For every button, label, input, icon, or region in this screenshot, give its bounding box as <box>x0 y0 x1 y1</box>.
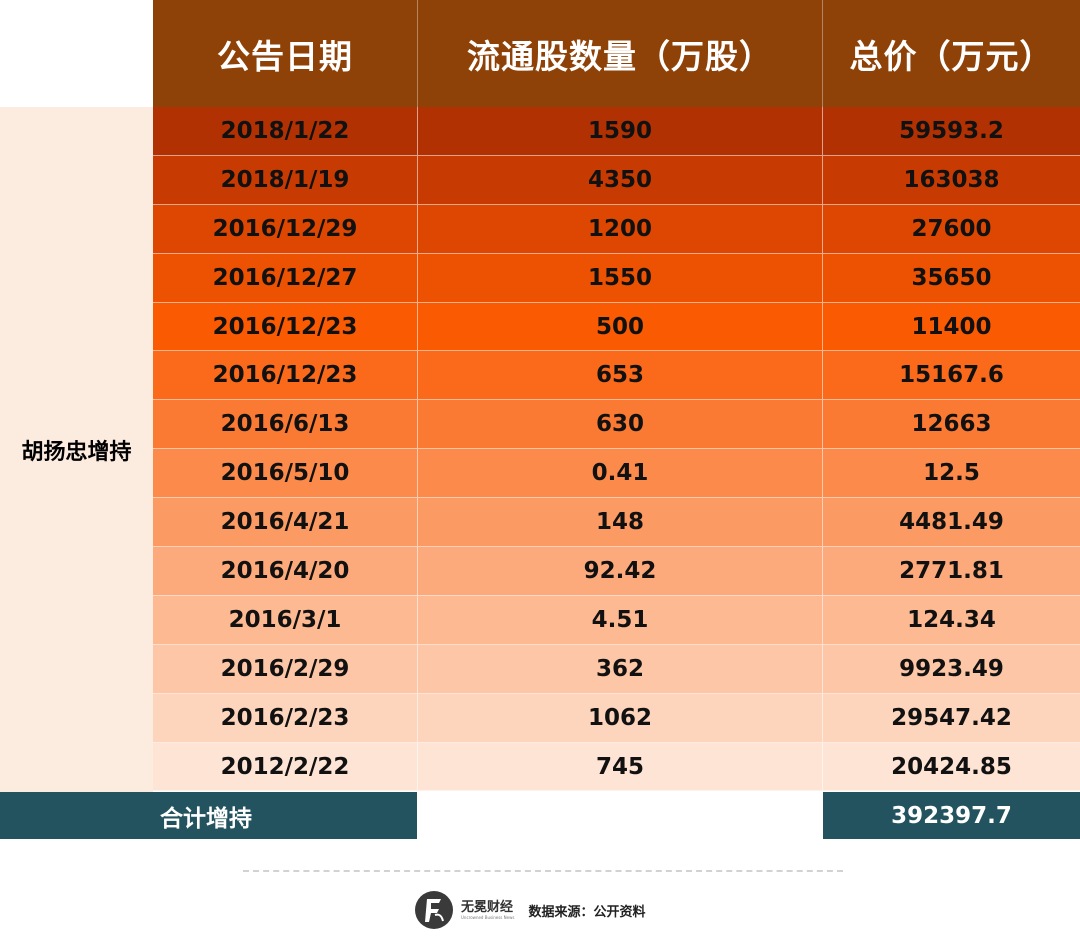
total-value: 392397.7 <box>823 792 1080 839</box>
brand-name: 无冕财经 <box>461 899 514 915</box>
cell-shares: 1550 <box>418 253 823 302</box>
table-row: 2016/4/20 92.42 2771.81 <box>153 547 1080 596</box>
cell-total: 20424.85 <box>891 753 1012 780</box>
table-row: 2016/12/23 500 11400 <box>153 302 1080 352</box>
cell-shares: 630 <box>418 400 823 449</box>
table-row: 2016/3/1 4.51 124.34 <box>153 595 1080 645</box>
cell-total: 124.34 <box>907 606 996 633</box>
cell-total: 12663 <box>911 411 992 438</box>
header-total: 总价（万元） <box>849 36 1054 76</box>
cell-total: 11400 <box>911 313 992 340</box>
table-row: 2016/2/23 1062 29547.42 <box>153 693 1080 743</box>
cell-date: 2016/4/20 <box>153 547 418 595</box>
cell-shares: 1590 <box>418 107 823 155</box>
cell-shares: 148 <box>418 498 823 547</box>
table-row: 2016/2/29 362 9923.49 <box>153 644 1080 694</box>
cell-shares: 4.51 <box>418 595 823 644</box>
header-date: 公告日期 <box>153 0 418 107</box>
cell-total: 35650 <box>911 264 992 291</box>
cell-shares: 0.41 <box>418 449 823 498</box>
cell-date: 2016/5/10 <box>153 449 418 498</box>
table-row: 2016/5/10 0.41 12.5 <box>153 449 1080 499</box>
table-row: 2016/4/21 148 4481.49 <box>153 498 1080 548</box>
table-row: 2016/12/23 653 15167.6 <box>153 351 1080 401</box>
table-row: 2016/12/29 1200 27600 <box>153 204 1080 254</box>
cell-date: 2018/1/19 <box>153 155 418 204</box>
table-header: 公告日期 流通股数量（万股） 总价（万元） <box>153 0 1080 107</box>
cell-date: 2016/4/21 <box>153 498 418 547</box>
cell-total: 9923.49 <box>899 655 1004 682</box>
data-source: 数据来源：公开资料 <box>528 904 646 920</box>
cell-shares: 362 <box>418 644 823 693</box>
table-row: 2016/6/13 630 12663 <box>153 400 1080 450</box>
brand-logo-icon <box>413 889 455 931</box>
cell-date: 2016/12/29 <box>153 204 418 253</box>
cell-shares: 92.42 <box>418 547 823 595</box>
cell-shares: 653 <box>418 351 823 400</box>
cell-total: 29547.42 <box>891 704 1012 731</box>
table-row: 2016/12/27 1550 35650 <box>153 253 1080 303</box>
cell-shares: 500 <box>418 302 823 351</box>
cell-date: 2016/2/23 <box>153 693 418 742</box>
cell-shares: 1062 <box>418 693 823 742</box>
total-label: 合计增持 <box>0 792 417 839</box>
table-row: 2018/1/19 4350 163038 <box>153 155 1080 205</box>
cell-total: 27600 <box>911 215 992 242</box>
cell-date: 2018/1/22 <box>153 107 418 155</box>
table-row: 2012/2/22 745 20424.85 <box>153 742 1080 792</box>
table-body: 2018/1/22 1590 59593.2 2018/1/19 4350 163038 2… <box>153 107 1080 792</box>
header-shares: 流通股数量（万股） <box>418 0 823 107</box>
cell-total: 2771.81 <box>899 557 1004 584</box>
cell-date: 2016/12/23 <box>153 302 418 351</box>
cell-date: 2016/12/23 <box>153 351 418 400</box>
side-label-holder: 胡扬忠增持 <box>0 107 153 792</box>
cell-date: 2016/12/27 <box>153 253 418 302</box>
brand: 无冕财经 Uncrowned Business News <box>461 900 514 921</box>
divider <box>243 870 843 872</box>
cell-total: 59593.2 <box>899 117 1004 144</box>
cell-total: 15167.6 <box>899 362 1004 389</box>
cell-shares: 745 <box>418 742 823 791</box>
cell-shares: 4350 <box>418 155 823 204</box>
cell-shares: 1200 <box>418 204 823 253</box>
cell-date: 2012/2/22 <box>153 742 418 791</box>
cell-total: 163038 <box>903 166 1000 193</box>
cell-date: 2016/3/1 <box>153 595 418 644</box>
footer: 无冕财经 Uncrowned Business News 数据来源：公开资料 <box>413 886 645 934</box>
table-row: 2018/1/22 1590 59593.2 <box>153 107 1080 156</box>
brand-sub: Uncrowned Business News <box>461 914 515 920</box>
cell-total: 12.5 <box>923 460 980 487</box>
cell-total: 4481.49 <box>899 509 1004 536</box>
cell-date: 2016/6/13 <box>153 400 418 449</box>
cell-date: 2016/2/29 <box>153 644 418 693</box>
